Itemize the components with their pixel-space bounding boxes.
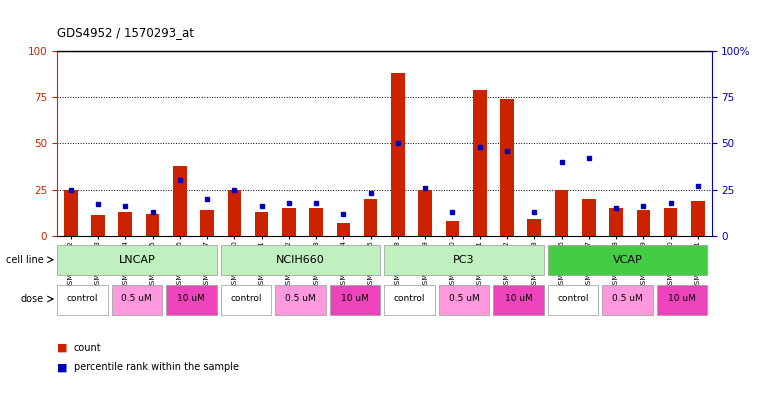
Bar xyxy=(657,285,708,315)
Bar xyxy=(384,245,544,275)
Bar xyxy=(200,210,214,236)
Text: ■: ■ xyxy=(57,343,68,353)
Bar xyxy=(330,285,380,315)
Bar xyxy=(527,219,541,236)
Text: NCIH660: NCIH660 xyxy=(276,255,325,265)
Bar xyxy=(610,208,623,236)
Bar xyxy=(555,189,568,236)
Bar xyxy=(500,99,514,236)
Bar xyxy=(548,245,708,275)
Text: 0.5 uM: 0.5 uM xyxy=(122,294,152,303)
Bar xyxy=(336,223,350,236)
Bar xyxy=(439,285,489,315)
Bar xyxy=(391,73,405,236)
Bar xyxy=(473,90,486,236)
Text: 10 uM: 10 uM xyxy=(505,294,533,303)
Bar xyxy=(221,285,271,315)
Bar xyxy=(282,208,296,236)
Bar xyxy=(636,210,650,236)
Bar xyxy=(221,245,380,275)
Bar xyxy=(275,285,326,315)
Bar xyxy=(91,215,105,236)
Text: 10 uM: 10 uM xyxy=(341,294,369,303)
Text: control: control xyxy=(393,294,425,303)
Text: ■: ■ xyxy=(57,362,68,373)
Bar xyxy=(255,212,269,236)
Text: PC3: PC3 xyxy=(454,255,475,265)
Text: GDS4952 / 1570293_at: GDS4952 / 1570293_at xyxy=(57,26,194,39)
Text: 0.5 uM: 0.5 uM xyxy=(613,294,643,303)
Text: 10 uM: 10 uM xyxy=(668,294,696,303)
Text: cell line: cell line xyxy=(5,255,43,265)
Text: VCAP: VCAP xyxy=(613,255,642,265)
Bar xyxy=(309,208,323,236)
Text: 0.5 uM: 0.5 uM xyxy=(449,294,479,303)
Text: LNCAP: LNCAP xyxy=(119,255,155,265)
Text: 0.5 uM: 0.5 uM xyxy=(285,294,316,303)
Bar xyxy=(446,221,460,236)
Text: percentile rank within the sample: percentile rank within the sample xyxy=(74,362,239,373)
Text: control: control xyxy=(230,294,262,303)
Bar xyxy=(419,189,432,236)
Text: control: control xyxy=(66,294,98,303)
Text: dose: dose xyxy=(21,294,43,304)
Text: control: control xyxy=(557,294,589,303)
Text: count: count xyxy=(74,343,101,353)
Bar xyxy=(166,285,217,315)
Bar xyxy=(119,212,132,236)
Bar xyxy=(548,285,598,315)
Bar xyxy=(57,245,217,275)
Bar xyxy=(664,208,677,236)
Bar xyxy=(112,285,162,315)
Bar xyxy=(64,189,78,236)
Bar xyxy=(384,285,435,315)
Bar xyxy=(364,199,377,236)
Text: 10 uM: 10 uM xyxy=(177,294,205,303)
Bar xyxy=(603,285,653,315)
Bar xyxy=(57,285,107,315)
Bar xyxy=(582,199,596,236)
Bar xyxy=(145,214,159,236)
Bar xyxy=(228,189,241,236)
Bar xyxy=(493,285,544,315)
Bar xyxy=(173,165,186,236)
Bar xyxy=(691,201,705,236)
